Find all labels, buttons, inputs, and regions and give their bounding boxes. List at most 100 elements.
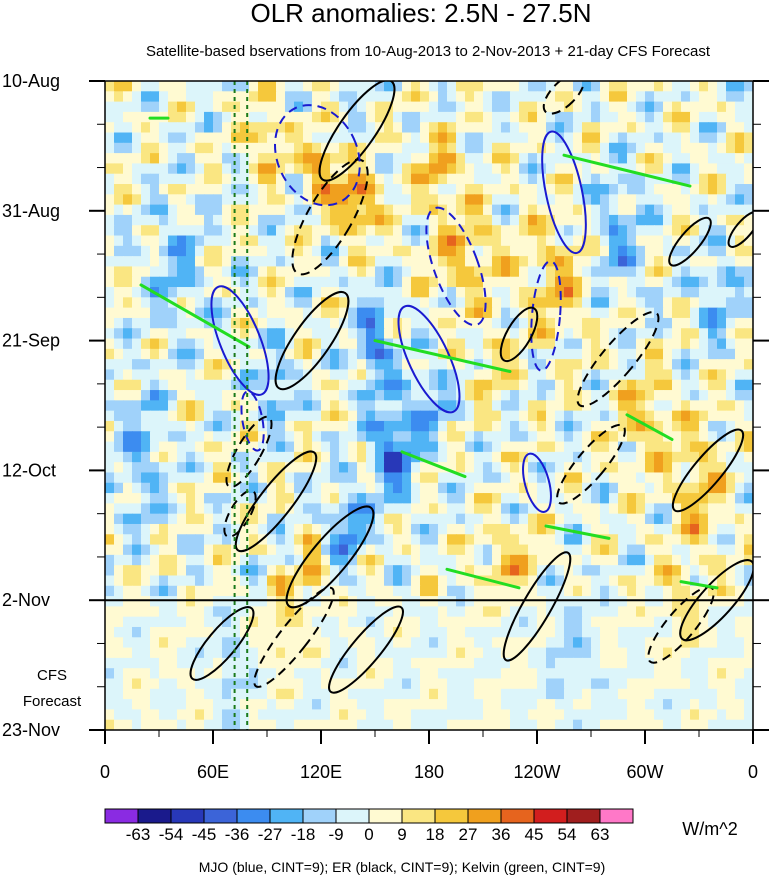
field-cell — [393, 668, 403, 680]
field-cell — [339, 390, 349, 401]
field-cell — [618, 297, 628, 309]
field-cell — [231, 173, 241, 185]
field-cell — [240, 657, 250, 669]
field-cell — [366, 441, 376, 453]
field-cell — [717, 451, 727, 463]
field-cell — [330, 410, 340, 422]
field-cell — [168, 390, 178, 401]
field-cell — [393, 596, 403, 607]
field-cell — [456, 317, 466, 329]
field-cell — [411, 493, 421, 504]
field-cell — [528, 668, 538, 680]
field-cell — [609, 482, 619, 494]
field-cell — [465, 194, 475, 206]
field-cell — [384, 225, 394, 237]
field-cell — [357, 297, 367, 309]
field-cell — [726, 184, 736, 195]
field-cell — [672, 410, 682, 422]
field-cell — [609, 256, 619, 268]
field-cell — [312, 637, 322, 649]
field-cell — [447, 307, 457, 319]
field-cell — [384, 668, 394, 680]
field-cell — [213, 194, 223, 206]
field-cell — [654, 276, 664, 288]
field-cell — [285, 441, 295, 453]
field-cell — [690, 688, 700, 700]
field-cell — [393, 554, 403, 566]
field-cell — [609, 462, 619, 474]
field-cell — [141, 678, 151, 690]
field-cell — [708, 91, 718, 103]
field-cell — [240, 482, 250, 494]
field-cell — [231, 431, 241, 443]
er-contour — [556, 423, 626, 505]
field-cell — [681, 122, 691, 134]
field-cell — [393, 699, 403, 710]
field-cell — [591, 214, 601, 226]
field-cell — [555, 245, 565, 257]
field-cell — [177, 482, 187, 494]
field-cell — [627, 678, 637, 690]
field-cell — [105, 132, 115, 144]
field-cell — [708, 534, 718, 546]
field-cell — [528, 410, 538, 422]
field-cell — [150, 616, 160, 628]
field-cell — [168, 142, 178, 154]
field-cell — [321, 606, 331, 618]
field-cell — [681, 328, 691, 340]
field-cell — [717, 184, 727, 195]
field-cell — [276, 317, 286, 329]
field-cell — [537, 699, 547, 710]
field-cell — [627, 637, 637, 649]
field-cell — [438, 400, 448, 412]
field-cell — [204, 719, 214, 730]
field-cell — [276, 348, 286, 360]
field-cell — [663, 390, 673, 401]
field-cell — [654, 348, 664, 360]
field-cell — [627, 626, 637, 638]
field-cell — [141, 565, 151, 577]
field-cell — [339, 410, 349, 422]
field-cell — [483, 297, 493, 309]
field-cell — [600, 132, 610, 144]
field-cell — [420, 565, 430, 577]
field-cell — [546, 513, 556, 525]
field-cell — [573, 287, 583, 298]
field-cell — [708, 503, 718, 515]
field-cell — [213, 184, 223, 195]
field-cell — [663, 534, 673, 546]
mjo-contour — [425, 206, 487, 327]
field-cell — [735, 513, 745, 525]
field-cell — [285, 637, 295, 649]
field-cell — [510, 369, 520, 381]
field-cell — [537, 678, 547, 690]
field-cell — [132, 451, 142, 463]
field-cell — [528, 544, 538, 556]
field-cell — [465, 91, 475, 103]
field-cell — [456, 596, 466, 607]
field-cell — [438, 565, 448, 577]
field-cell — [537, 122, 547, 134]
field-cell — [636, 276, 646, 288]
field-cell — [276, 575, 286, 587]
field-cell — [240, 596, 250, 607]
field-cell — [483, 647, 493, 659]
field-cell — [402, 390, 412, 401]
field-cell — [240, 606, 250, 618]
field-cell — [447, 235, 457, 247]
field-cell — [690, 307, 700, 319]
field-cell — [591, 472, 601, 484]
field-cell — [177, 194, 187, 206]
field-cell — [609, 606, 619, 618]
field-cell — [699, 111, 709, 123]
field-cell — [105, 379, 115, 391]
field-cell — [744, 503, 753, 515]
field-cell — [465, 596, 475, 607]
field-cell — [393, 111, 403, 123]
field-cell — [510, 575, 520, 587]
field-cell — [564, 307, 574, 319]
field-cell — [339, 482, 349, 494]
field-cell — [663, 565, 673, 577]
field-cell — [348, 390, 358, 401]
field-cell — [708, 431, 718, 443]
